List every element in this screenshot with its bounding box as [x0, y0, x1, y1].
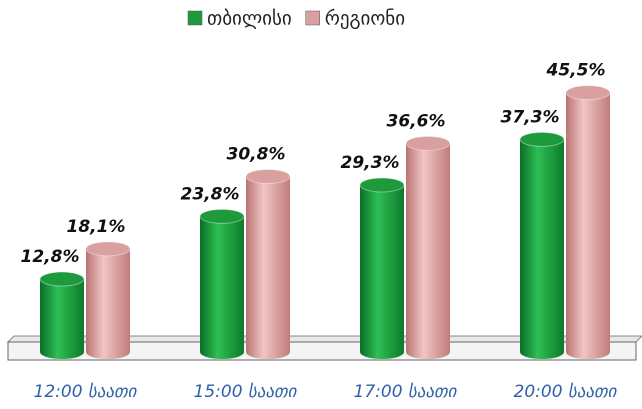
x-tick-label: 17:00 საათი — [354, 382, 458, 402]
bar — [566, 92, 610, 360]
legend-label: თბილისი — [207, 8, 292, 30]
data-label: 23,8% — [181, 184, 240, 204]
bar — [86, 248, 130, 359]
bar-top — [85, 241, 131, 257]
legend-swatch — [187, 10, 203, 26]
bar — [360, 184, 404, 359]
data-label: 29,3% — [341, 153, 400, 173]
legend-swatch — [305, 10, 320, 26]
bar-top — [519, 131, 565, 147]
bar-top — [405, 135, 451, 151]
x-tick-label: 15:00 საათი — [194, 382, 298, 402]
legend-label: რეგიონი — [325, 8, 405, 30]
data-label: 45,5% — [546, 61, 606, 81]
bar — [40, 279, 84, 359]
x-tick-label: 12:00 საათი — [34, 382, 138, 402]
bar-top — [39, 271, 85, 287]
data-label: 18,1% — [67, 217, 126, 237]
bar-top — [565, 85, 611, 101]
floor — [6, 335, 642, 361]
data-label: 37,3% — [501, 107, 560, 127]
bar-top — [359, 177, 405, 193]
data-label: 30,8% — [227, 144, 286, 164]
bar-top — [199, 208, 245, 224]
data-label: 36,6% — [387, 111, 446, 131]
bar — [246, 176, 290, 359]
bar — [200, 216, 244, 359]
bar — [520, 139, 564, 359]
x-tick-label: 20:00 საათი — [514, 382, 618, 402]
bar — [406, 143, 450, 359]
bar-top — [245, 168, 291, 184]
data-label: 12,8% — [21, 247, 80, 267]
